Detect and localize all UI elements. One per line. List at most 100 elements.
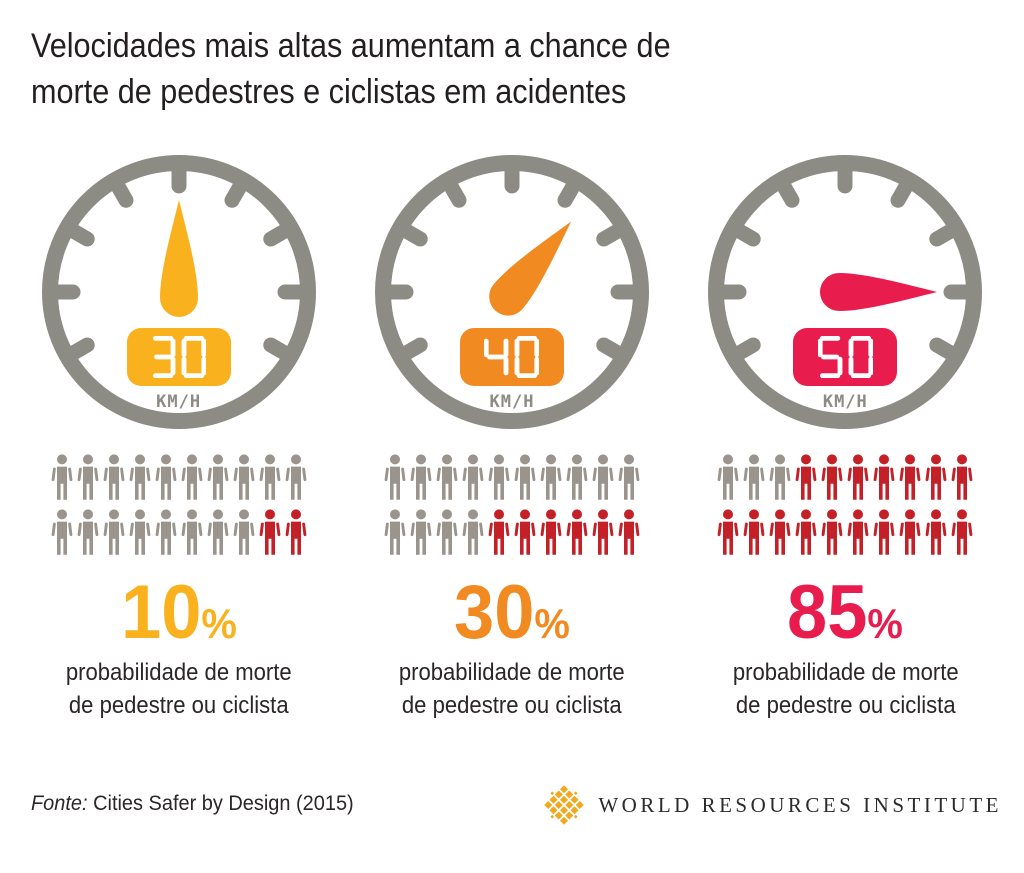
source-note: Fonte: Cities Safer by Design (2015) bbox=[31, 792, 354, 816]
person-icon bbox=[592, 454, 614, 500]
person-icon bbox=[462, 454, 484, 500]
speed-value-digits bbox=[153, 336, 207, 378]
speedometer-40: KM/H bbox=[367, 147, 657, 437]
caption-line1: probabilidade de morte bbox=[399, 659, 625, 686]
speedometer-dial bbox=[41, 155, 316, 429]
panel-40kmh: KM/H 30% probabilidade de morte de pedes… bbox=[345, 147, 678, 722]
source-label: Fonte: bbox=[31, 792, 88, 815]
person-icon bbox=[488, 509, 510, 555]
person-icon bbox=[821, 454, 843, 500]
person-icon bbox=[155, 454, 177, 500]
person-icon bbox=[514, 454, 536, 500]
person-icon bbox=[181, 454, 203, 500]
person-icon bbox=[129, 509, 151, 555]
person-icon bbox=[769, 509, 791, 555]
person-icon bbox=[566, 454, 588, 500]
percent-number: 85 bbox=[787, 570, 868, 655]
wri-weave-icon bbox=[544, 783, 585, 827]
caption-line2: de pedestre ou ciclista bbox=[402, 692, 622, 720]
caption-line2: de pedestre ou ciclista bbox=[68, 692, 289, 720]
person-icon bbox=[488, 454, 510, 500]
panel-30kmh: KM/H 10% probabilidade de morte de pedes… bbox=[12, 147, 345, 722]
person-icon bbox=[207, 509, 229, 555]
speedometer-50: KM/H bbox=[700, 147, 990, 437]
needle-icon bbox=[159, 200, 198, 317]
person-icon bbox=[514, 509, 536, 555]
percent-number: 30 bbox=[454, 570, 535, 655]
wri-logo-text: WORLD RESOURCES INSTITUTE bbox=[598, 792, 1002, 817]
person-icon bbox=[462, 509, 484, 555]
person-icon bbox=[769, 454, 791, 500]
person-icon bbox=[873, 509, 895, 555]
caption-line1: probabilidade de morte bbox=[732, 659, 959, 686]
person-icon bbox=[285, 509, 307, 555]
person-icon bbox=[207, 454, 229, 500]
person-icon bbox=[795, 509, 817, 555]
person-icon bbox=[77, 509, 99, 555]
speed-unit-label: KM/H bbox=[489, 392, 535, 412]
speed-panels: KM/H 10% probabilidade de morte de pedes… bbox=[12, 147, 1012, 722]
needle-icon bbox=[820, 273, 938, 311]
percent-value: 30% bbox=[454, 575, 570, 651]
person-icon bbox=[873, 454, 895, 500]
person-icon bbox=[410, 454, 432, 500]
dial-ring-icon bbox=[374, 155, 649, 429]
person-icon bbox=[821, 509, 843, 555]
person-icon bbox=[743, 509, 765, 555]
speed-value-digits bbox=[484, 336, 540, 378]
person-icon bbox=[410, 509, 432, 555]
person-icon bbox=[743, 454, 765, 500]
caption-line2: de pedestre ou ciclista bbox=[735, 692, 956, 720]
speedometer-30: KM/H bbox=[34, 147, 324, 437]
person-icon bbox=[51, 509, 73, 555]
page-title-line1: Velocidades mais altas aumentam a chance… bbox=[31, 27, 671, 65]
speed-unit-label: KM/H bbox=[822, 392, 868, 412]
person-icon bbox=[540, 454, 562, 500]
person-icon bbox=[899, 454, 921, 500]
person-icon bbox=[951, 454, 973, 500]
percent-number: 10 bbox=[120, 570, 202, 655]
person-icon bbox=[384, 509, 406, 555]
person-icon bbox=[717, 509, 739, 555]
person-icon bbox=[847, 509, 869, 555]
person-icon bbox=[129, 454, 151, 500]
people-pictogram bbox=[48, 454, 310, 555]
speed-display bbox=[126, 328, 231, 386]
page-title: Velocidades mais altas aumentam a chance… bbox=[31, 24, 671, 115]
person-icon bbox=[540, 509, 562, 555]
person-icon bbox=[233, 454, 255, 500]
needle-icon bbox=[489, 221, 572, 316]
person-icon bbox=[795, 454, 817, 500]
percent-sign: % bbox=[201, 600, 237, 647]
percent-sign: % bbox=[867, 600, 904, 647]
person-icon bbox=[566, 509, 588, 555]
percent-caption: probabilidade de morte de pedestre ou ci… bbox=[732, 656, 958, 722]
person-icon bbox=[181, 509, 203, 555]
person-icon bbox=[925, 454, 947, 500]
person-icon bbox=[259, 454, 281, 500]
speed-display bbox=[793, 328, 898, 386]
speedometer-dial bbox=[708, 155, 983, 429]
person-icon bbox=[592, 509, 614, 555]
person-icon bbox=[77, 454, 99, 500]
person-icon bbox=[285, 454, 307, 500]
dial-ring-icon bbox=[41, 155, 316, 429]
person-icon bbox=[618, 454, 640, 500]
person-icon bbox=[155, 509, 177, 555]
percent-value: 85% bbox=[787, 575, 903, 651]
person-icon bbox=[618, 509, 640, 555]
person-icon bbox=[899, 509, 921, 555]
panel-50kmh: KM/H 85% probabilidade de morte de pedes… bbox=[679, 147, 1012, 722]
person-icon bbox=[436, 454, 458, 500]
page-title-line2: morte de pedestres e ciclistas em aciden… bbox=[31, 72, 627, 111]
person-icon bbox=[51, 454, 73, 500]
person-icon bbox=[847, 454, 869, 500]
percent-sign: % bbox=[534, 600, 570, 647]
caption-line1: probabilidade de morte bbox=[65, 659, 292, 686]
person-icon bbox=[259, 509, 281, 555]
person-icon bbox=[103, 454, 125, 500]
speed-value-digits bbox=[817, 336, 873, 378]
person-icon bbox=[384, 454, 406, 500]
person-icon bbox=[103, 509, 125, 555]
